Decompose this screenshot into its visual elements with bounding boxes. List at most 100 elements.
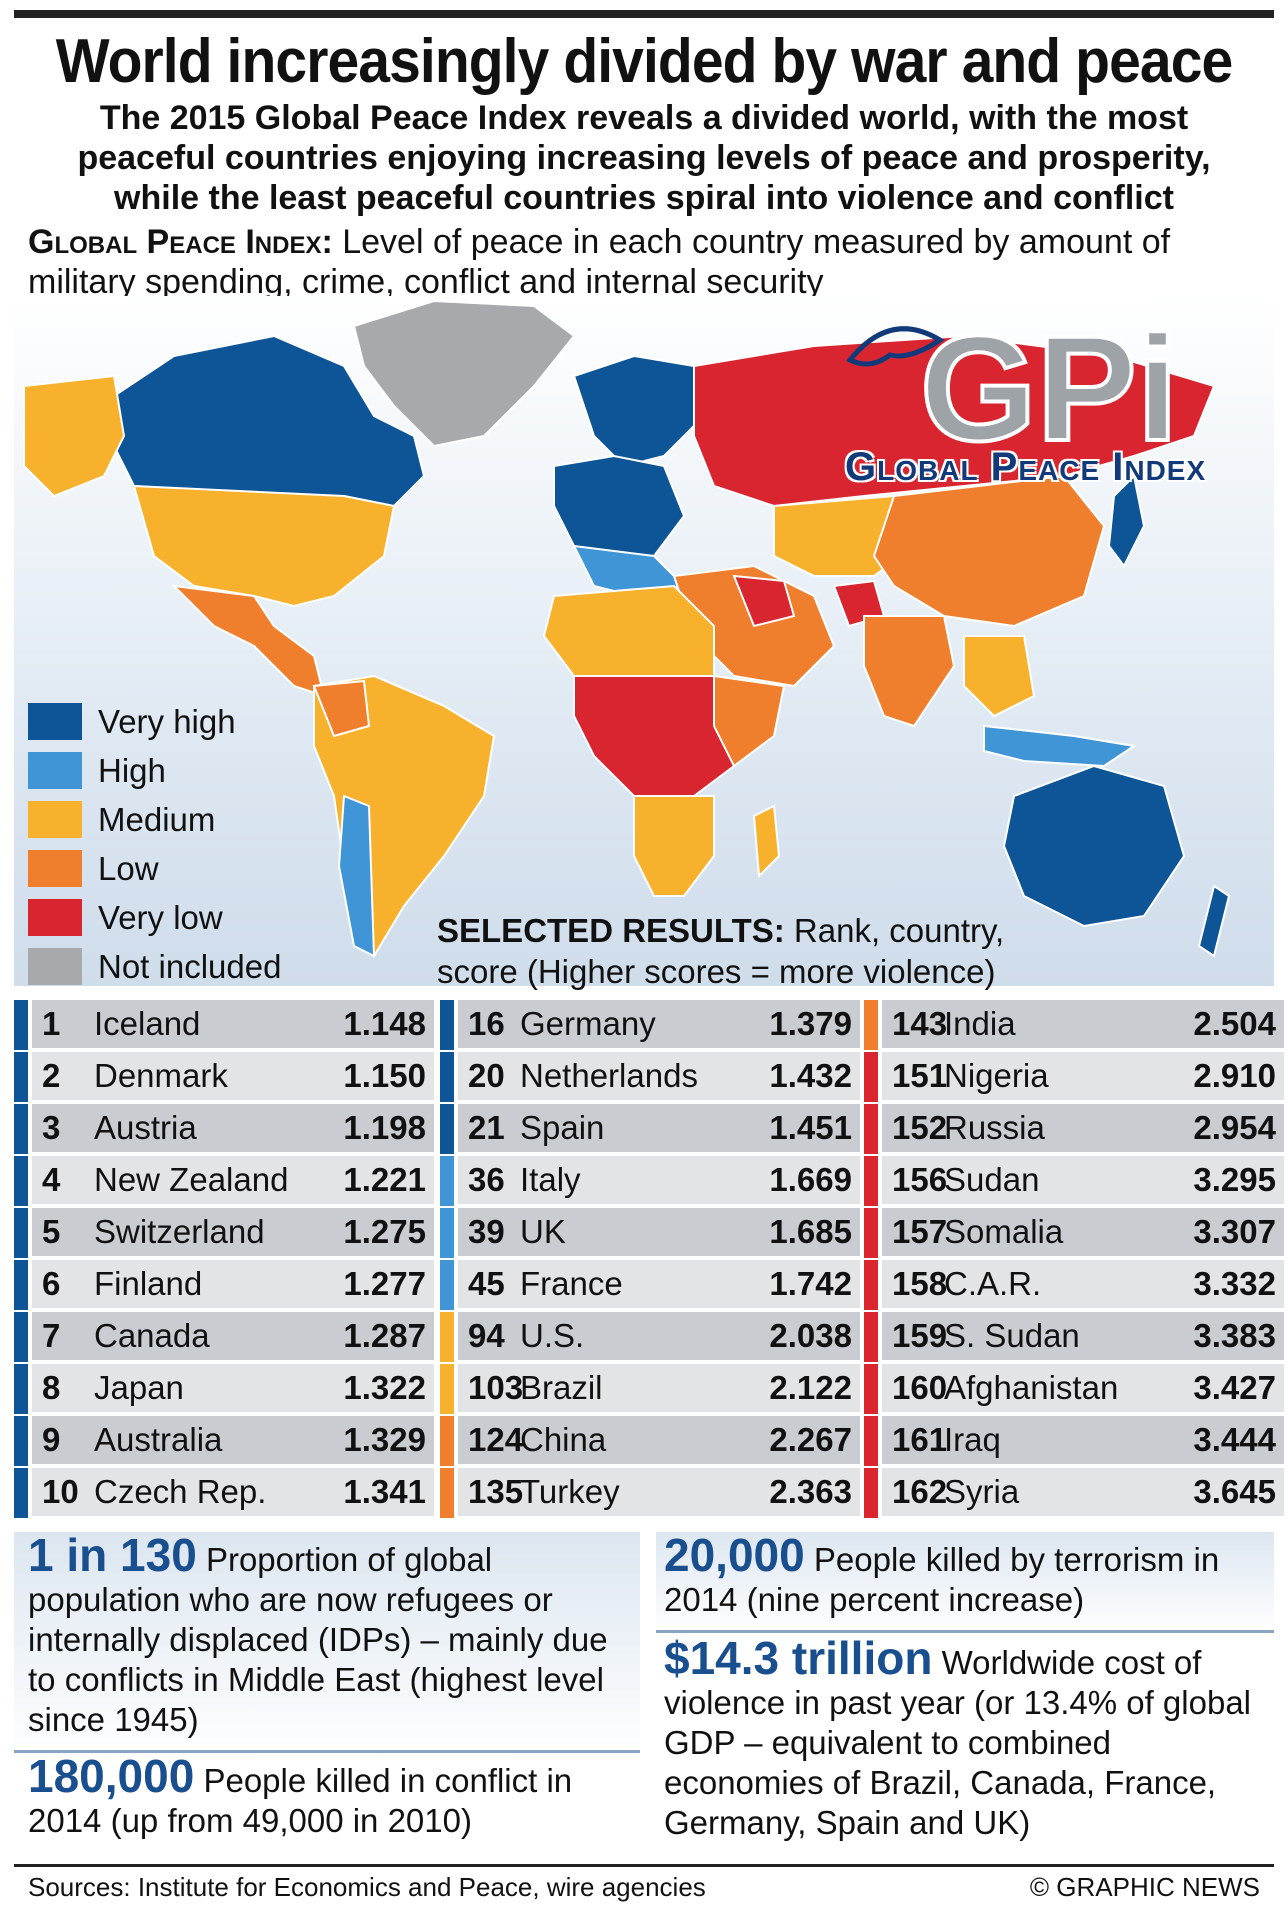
result-cell: 39 UK 1.685 — [458, 1208, 860, 1258]
result-score: 1.742 — [769, 1265, 852, 1302]
map-greenland — [352, 299, 576, 448]
result-score: 1.329 — [343, 1421, 426, 1458]
result-cell: 8 Japan 1.322 — [32, 1364, 434, 1414]
result-cell: 36 Italy 1.669 — [458, 1156, 860, 1206]
result-rank: 20 — [468, 1057, 505, 1094]
result-score: 2.363 — [769, 1473, 852, 1510]
table-row: 20 Netherlands 1.432 — [440, 1052, 860, 1104]
terrorism-value: 20,000 — [664, 1529, 805, 1581]
rank-color-bar — [14, 1312, 28, 1362]
result-cell: 159 S. Sudan 3.383 — [882, 1312, 1284, 1362]
legend-item: Medium — [28, 795, 281, 844]
result-score: 2.504 — [1193, 1005, 1276, 1042]
map-new-zealand — [1197, 884, 1231, 958]
result-rank: 124 — [468, 1421, 524, 1458]
result-score: 3.307 — [1193, 1213, 1276, 1250]
table-row: 2 Denmark 1.150 — [14, 1052, 434, 1104]
result-score: 2.122 — [769, 1369, 852, 1406]
result-rank: 2 — [42, 1057, 61, 1094]
legend-label: Not included — [98, 947, 282, 985]
conflict-stat: 180,000 People killed in conflict in 201… — [28, 1753, 628, 1841]
result-country: C.A.R. — [944, 1265, 1042, 1302]
rank-color-bar — [864, 1052, 878, 1102]
result-score: 3.295 — [1193, 1161, 1276, 1198]
rank-color-bar — [440, 1104, 454, 1154]
table-row: 157 Somalia 3.307 — [864, 1208, 1284, 1260]
result-rank: 151 — [892, 1057, 948, 1094]
result-score: 2.910 — [1193, 1057, 1276, 1094]
result-score: 3.427 — [1193, 1369, 1276, 1406]
result-cell: 143 India 2.504 — [882, 1000, 1284, 1050]
result-country: S. Sudan — [944, 1317, 1080, 1354]
legend-swatch — [28, 703, 82, 740]
refugees-stat-bg — [14, 1532, 640, 1760]
result-rank: 152 — [892, 1109, 948, 1146]
result-country: Brazil — [520, 1369, 603, 1406]
rank-color-bar — [14, 1468, 28, 1518]
rank-color-bar — [440, 1312, 454, 1362]
result-score: 1.150 — [343, 1057, 426, 1094]
result-country: Finland — [94, 1265, 203, 1302]
gpi-heading: Global Peace Index: — [28, 223, 333, 261]
rank-color-bar — [440, 1364, 454, 1414]
result-cell: 7 Canada 1.287 — [32, 1312, 434, 1362]
map-iraq-syria — [732, 574, 796, 628]
result-cell: 160 Afghanistan 3.427 — [882, 1364, 1284, 1414]
map-alaska — [23, 374, 126, 498]
result-cell: 16 Germany 1.379 — [458, 1000, 860, 1050]
map-colombia — [312, 679, 371, 738]
result-score: 3.383 — [1193, 1317, 1276, 1354]
result-rank: 10 — [42, 1473, 79, 1510]
result-cell: 94 U.S. 2.038 — [458, 1312, 860, 1362]
rank-color-bar — [864, 1000, 878, 1050]
result-score: 2.038 — [769, 1317, 852, 1354]
result-rank: 8 — [42, 1369, 61, 1406]
rank-color-bar — [14, 1000, 28, 1050]
result-cell: 157 Somalia 3.307 — [882, 1208, 1284, 1258]
results-column-3: 143 India 2.504 151 Nigeria 2.910 152 Russia 2.9… — [864, 1000, 1284, 1520]
table-row: 1 Iceland 1.148 — [14, 1000, 434, 1052]
result-cell: 45 France 1.742 — [458, 1260, 860, 1310]
result-cell: 152 Russia 2.954 — [882, 1104, 1284, 1154]
results-column-1: 1 Iceland 1.148 2 Denmark 1.150 3 Austria 1.198 4… — [14, 1000, 434, 1520]
result-country: U.S. — [520, 1317, 585, 1354]
table-row: 158 C.A.R. 3.332 — [864, 1260, 1284, 1312]
legend-label: High — [98, 751, 166, 789]
result-country: China — [520, 1421, 607, 1458]
refugees-value: 1 in 130 — [28, 1529, 197, 1581]
top-rule — [14, 10, 1274, 18]
result-score: 1.221 — [343, 1161, 426, 1198]
table-row: 7 Canada 1.287 — [14, 1312, 434, 1364]
map-north-africa — [542, 584, 715, 688]
result-cell: 5 Switzerland 1.275 — [32, 1208, 434, 1258]
result-rank: 5 — [42, 1213, 61, 1250]
result-rank: 161 — [892, 1421, 948, 1458]
rank-color-bar — [864, 1208, 878, 1258]
result-cell: 6 Finland 1.277 — [32, 1260, 434, 1310]
legend-swatch — [28, 948, 82, 985]
result-rank: 103 — [468, 1369, 524, 1406]
gpi-logo: GPi — [846, 302, 1180, 474]
result-rank: 1 — [42, 1005, 61, 1042]
result-rank: 9 — [42, 1421, 61, 1458]
result-country: Iraq — [944, 1421, 1001, 1458]
result-score: 1.198 — [343, 1109, 426, 1146]
result-country: Netherlands — [520, 1057, 698, 1094]
result-cell: 103 Brazil 2.122 — [458, 1364, 860, 1414]
table-row: 36 Italy 1.669 — [440, 1156, 860, 1208]
conflict-text: People killed in conflict in 2014 (up fr… — [28, 1762, 573, 1839]
legend-swatch — [28, 899, 82, 936]
result-country: Switzerland — [94, 1213, 265, 1250]
result-score: 3.444 — [1193, 1421, 1276, 1458]
result-rank: 159 — [892, 1317, 948, 1354]
map-east-africa — [713, 674, 786, 768]
result-score: 1.451 — [769, 1109, 852, 1146]
table-row: 39 UK 1.685 — [440, 1208, 860, 1260]
result-cell: 4 New Zealand 1.221 — [32, 1156, 434, 1206]
result-rank: 39 — [468, 1213, 505, 1250]
page-title: World increasingly divided by war and pe… — [55, 27, 1234, 96]
legend-label: Medium — [98, 800, 216, 838]
conflict-value: 180,000 — [28, 1750, 195, 1802]
stat-divider-right — [656, 1630, 1274, 1633]
terrorism-stat: 20,000 People killed by terrorism in 201… — [664, 1532, 1264, 1620]
